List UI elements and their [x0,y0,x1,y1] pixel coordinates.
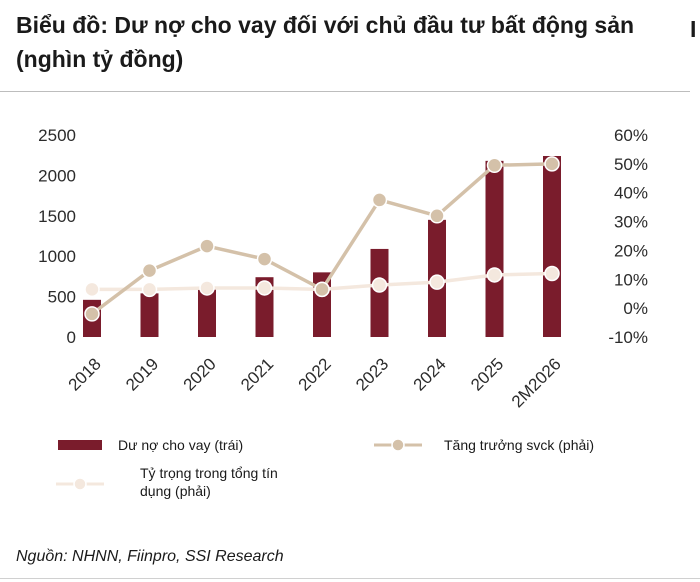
growth-point [84,306,100,322]
legend-swatch-growth-line [374,438,422,452]
left-axis-tick-label: 1500 [38,207,76,226]
bar [543,156,561,337]
legend-label-share-line1: Tỷ trọng trong tổng tín [140,465,278,481]
bar [370,248,389,337]
left-axis-tick-label: 2500 [38,126,76,145]
source-note: Nguồn: NHNN, Fiinpro, SSI Research [16,548,284,565]
x-axis-tick-label: 2018 [65,354,105,394]
legend-item-growth: Tăng trưởng svck (phải) [374,436,594,454]
x-axis-tick-label: 2M2026 [508,354,565,411]
growth-point [486,157,503,174]
growth-point [141,262,158,279]
right-axis-tick-label: 0% [623,299,648,318]
share-point [429,274,445,290]
growth-point [199,238,215,254]
growth-point [314,281,330,298]
share-point [256,280,273,296]
bottom-divider [0,578,700,579]
share-point [486,267,503,283]
right-axis-tick-label: 40% [614,184,648,203]
legend-label-growth: Tăng trưởng svck (phải) [444,437,595,453]
share-point [544,265,560,282]
x-axis-tick-label: 2024 [410,354,450,394]
bar [198,287,216,337]
right-axis-tick-label: -10% [608,328,648,347]
x-axis-tick-label: 2019 [122,354,162,394]
x-axis-tick-label: 2022 [295,354,335,394]
growth-point [429,208,445,224]
x-axis-tick-label: 2020 [180,354,220,394]
left-axis-tick-label: 1000 [38,247,76,266]
share-point [141,281,158,298]
share-point [84,281,100,298]
legend: Dư nợ cho vay (trái) Tăng trưởng svck (p… [0,430,700,510]
legend-label-loans: Dư nợ cho vay (trái) [118,437,244,453]
growth-point [544,156,560,172]
bar [140,293,159,337]
legend-swatch-share-line [56,477,104,491]
right-axis-tick-label: 50% [614,155,648,174]
combo-chart: 0 500 1000 1500 2000 2500 -10% 0% 10% 20% 30% 40% 50… [38,126,648,411]
right-axis-tick-label: 60% [614,126,648,145]
title-divider [0,91,690,92]
left-axis-tick-label: 500 [48,288,76,307]
x-axis-tick-label: 2021 [237,354,277,394]
legend-swatch-bar [58,440,102,450]
left-axis-tick-label: 0 [67,328,76,347]
share-point [371,277,388,293]
right-axis-tick-label: 10% [614,270,648,289]
x-axis-tick-label: 2025 [467,354,507,394]
left-axis-tick-label: 2000 [38,166,76,185]
bar [485,160,504,337]
growth-point [371,192,388,208]
legend-item-loans: Dư nợ cho vay (trái) [58,436,243,454]
right-axis-tick-label: 20% [614,241,648,260]
right-axis-tick-label: 30% [614,213,648,232]
growth-point [256,251,273,267]
adjacent-title-fragment: I [690,16,697,42]
legend-item-share: Tỷ trọng trong tổng tín dụng (phải) [56,464,278,504]
chart-title: Biểu đồ: Dư nợ cho vay đối với chủ đầu t… [16,12,635,72]
legend-label-share-line2: dụng (phải) [140,483,211,499]
x-axis-tick-label: 2023 [352,354,392,394]
share-point [199,280,215,296]
